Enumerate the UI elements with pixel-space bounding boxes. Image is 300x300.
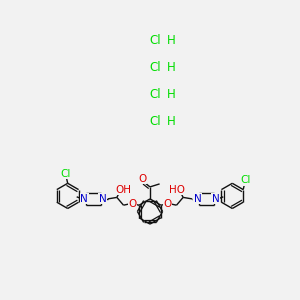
Text: N: N xyxy=(194,194,201,204)
Text: N: N xyxy=(80,194,88,204)
Text: N: N xyxy=(212,194,220,204)
Text: H: H xyxy=(167,115,176,128)
Text: O: O xyxy=(164,199,172,209)
Text: Cl: Cl xyxy=(149,115,161,128)
Text: OH: OH xyxy=(116,184,131,195)
Text: H: H xyxy=(167,34,176,47)
Text: Cl: Cl xyxy=(149,61,161,74)
Text: N: N xyxy=(99,194,106,204)
Text: Cl: Cl xyxy=(149,88,161,101)
Text: Cl: Cl xyxy=(240,175,250,185)
Text: O: O xyxy=(138,174,146,184)
Text: H: H xyxy=(167,88,176,101)
Text: HO: HO xyxy=(169,184,184,195)
Text: O: O xyxy=(128,199,136,209)
Text: Cl: Cl xyxy=(149,34,161,47)
Text: H: H xyxy=(167,61,176,74)
Text: Cl: Cl xyxy=(60,169,71,179)
